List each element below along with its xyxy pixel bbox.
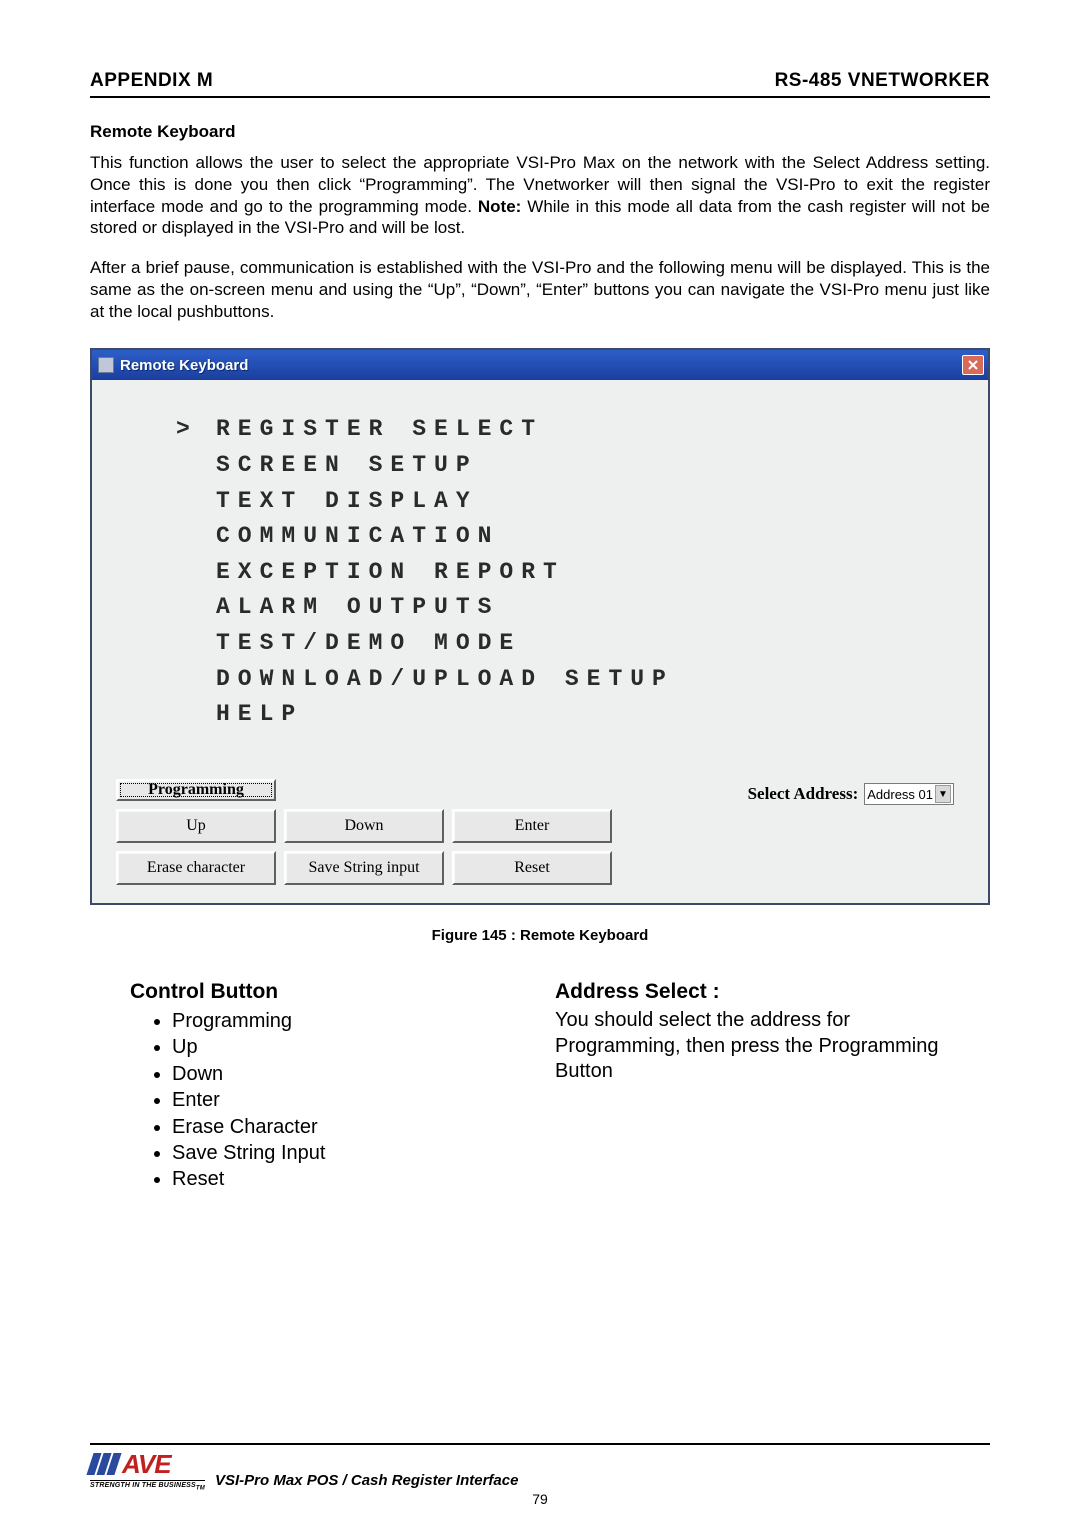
header-right: RS-485 VNETWORKER xyxy=(775,70,990,92)
menu-item-label: TEXT DISPLAY xyxy=(216,488,478,514)
list-item: Programming xyxy=(172,1008,525,1034)
chevron-down-icon: ▼ xyxy=(935,785,951,803)
menu-cursor xyxy=(176,697,216,733)
menu-item: EXCEPTION REPORT xyxy=(176,555,944,591)
menu-item-label: ALARM OUTPUTS xyxy=(216,594,499,620)
menu-item: >REGISTER SELECT xyxy=(176,412,944,448)
menu-item-label: HELP xyxy=(216,701,303,727)
logo-tagline: STRENGTH IN THE BUSINESSTM xyxy=(90,1480,205,1491)
list-item: Reset xyxy=(172,1166,525,1192)
menu-item: ALARM OUTPUTS xyxy=(176,590,944,626)
ave-logo: AVE STRENGTH IN THE BUSINESSTM xyxy=(90,1449,205,1491)
titlebar-left: Remote Keyboard xyxy=(98,357,248,374)
address-select-column: Address Select : You should select the a… xyxy=(555,980,950,1193)
list-item: Erase Character xyxy=(172,1114,525,1140)
footer-row: AVE STRENGTH IN THE BUSINESSTM VSI-Pro M… xyxy=(90,1449,990,1491)
control-button-list: ProgrammingUpDownEnterErase CharacterSav… xyxy=(130,1008,525,1193)
footer-title: VSI-Pro Max POS / Cash Register Interfac… xyxy=(215,1472,518,1491)
list-item: Save String Input xyxy=(172,1140,525,1166)
enter-button[interactable]: Enter xyxy=(452,809,612,843)
menu-item-label: EXCEPTION REPORT xyxy=(216,559,565,585)
header-left: APPENDIX M xyxy=(90,70,213,92)
menu-cursor xyxy=(176,555,216,591)
titlebar-text: Remote Keyboard xyxy=(120,357,248,374)
menu-item-label: DOWNLOAD/UPLOAD SETUP xyxy=(216,666,674,692)
logo-text: AVE xyxy=(122,1449,171,1480)
menu-item-label: REGISTER SELECT xyxy=(216,416,543,442)
controls-area: Programming Up Down Enter Erase characte… xyxy=(116,779,964,885)
two-column-section: Control Button ProgrammingUpDownEnterEra… xyxy=(90,980,990,1193)
down-button[interactable]: Down xyxy=(284,809,444,843)
paragraph-1: This function allows the user to select … xyxy=(90,152,990,239)
menu-item-label: SCREEN SETUP xyxy=(216,452,478,478)
figure-caption: Figure 145 : Remote Keyboard xyxy=(90,927,990,944)
control-button-heading: Control Button xyxy=(130,980,525,1004)
page-footer: AVE STRENGTH IN THE BUSINESSTM VSI-Pro M… xyxy=(90,1443,990,1491)
menu-cursor xyxy=(176,448,216,484)
titlebar: Remote Keyboard xyxy=(92,350,988,380)
menu-item: DOWNLOAD/UPLOAD SETUP xyxy=(176,662,944,698)
menu-cursor: > xyxy=(176,412,216,448)
address-select-heading: Address Select : xyxy=(555,980,950,1004)
erase-character-button[interactable]: Erase character xyxy=(116,851,276,885)
up-button[interactable]: Up xyxy=(116,809,276,843)
menu-item-label: COMMUNICATION xyxy=(216,523,499,549)
dialog-body: >REGISTER SELECT SCREEN SETUP TEXT DISPL… xyxy=(92,380,988,903)
save-string-input-button[interactable]: Save String input xyxy=(284,851,444,885)
select-address-value: Address 01 xyxy=(867,787,933,802)
menu-cursor xyxy=(176,590,216,626)
menu-cursor xyxy=(176,519,216,555)
menu-item: TEST/DEMO MODE xyxy=(176,626,944,662)
paragraph-2: After a brief pause, communication is es… xyxy=(90,257,990,322)
logo-bars-icon xyxy=(90,1453,118,1475)
section-title: Remote Keyboard xyxy=(90,122,990,142)
reset-button[interactable]: Reset xyxy=(452,851,612,885)
menu-cursor xyxy=(176,484,216,520)
menu-item: COMMUNICATION xyxy=(176,519,944,555)
app-icon xyxy=(98,357,114,373)
footer-rule xyxy=(90,1443,990,1445)
close-icon[interactable] xyxy=(962,355,984,375)
list-item: Enter xyxy=(172,1087,525,1113)
page-header: APPENDIX M RS-485 VNETWORKER xyxy=(90,70,990,98)
menu-item: TEXT DISPLAY xyxy=(176,484,944,520)
select-address-label: Select Address: xyxy=(748,784,859,804)
button-grid: Up Down Enter Erase character Save Strin… xyxy=(116,809,612,885)
menu-area: >REGISTER SELECT SCREEN SETUP TEXT DISPL… xyxy=(116,404,964,773)
address-select-text: You should select the address for Progra… xyxy=(555,1008,950,1085)
select-address-dropdown[interactable]: Address 01 ▼ xyxy=(864,783,954,805)
menu-item: HELP xyxy=(176,697,944,733)
remote-keyboard-dialog: Remote Keyboard >REGISTER SELECT SCREEN … xyxy=(90,348,990,905)
menu-cursor xyxy=(176,662,216,698)
programming-button[interactable]: Programming xyxy=(116,779,276,801)
list-item: Up xyxy=(172,1034,525,1060)
page: APPENDIX M RS-485 VNETWORKER Remote Keyb… xyxy=(0,0,1080,1527)
address-area: Select Address: Address 01 ▼ xyxy=(748,779,964,805)
menu-item-label: TEST/DEMO MODE xyxy=(216,630,521,656)
menu-cursor xyxy=(176,626,216,662)
list-item: Down xyxy=(172,1061,525,1087)
control-button-column: Control Button ProgrammingUpDownEnterEra… xyxy=(130,980,525,1193)
menu-item: SCREEN SETUP xyxy=(176,448,944,484)
logo-top: AVE xyxy=(90,1449,171,1480)
note-label: Note: xyxy=(478,197,521,216)
page-number: 79 xyxy=(532,1491,548,1507)
